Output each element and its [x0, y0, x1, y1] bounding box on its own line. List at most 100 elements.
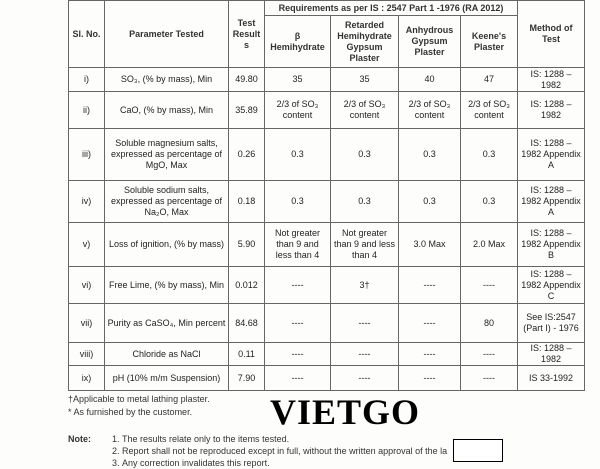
- cell-keenes: ----: [459, 365, 519, 391]
- notes: Note: The results relate only to the ite…: [68, 433, 600, 469]
- col-beta: β Hemihydrate: [264, 15, 331, 68]
- cell-anhydrous: ----: [398, 342, 461, 366]
- cell-method: IS: 1288 – 1982 Appendix C: [517, 266, 586, 304]
- cell-retarded: 0.3: [330, 128, 399, 181]
- cell-beta: ----: [264, 365, 331, 391]
- table-row: vi) Free Lime, (% by mass), Min 0.012 ---- 3…: [68, 266, 586, 304]
- cell-parameter: CaO, (% by mass), Min: [104, 91, 229, 129]
- cell-beta: ----: [264, 342, 331, 366]
- cell-anhydrous: 40: [398, 67, 461, 92]
- cell-result: 0.18: [228, 180, 265, 223]
- cell-result: 5.90: [228, 222, 265, 267]
- col-keenes: Keene's Plaster: [459, 15, 519, 68]
- cell-sl: v): [68, 222, 105, 267]
- cell-beta: Not greater than 9 and less than 4: [264, 222, 331, 267]
- cell-sl: ii): [68, 91, 105, 129]
- cell-parameter: Loss of ignition, (% by mass): [104, 222, 229, 267]
- cell-method: IS: 1288 – 1982 Appendix A: [517, 180, 586, 223]
- cell-keenes: ----: [459, 266, 519, 304]
- cell-anhydrous: 3.0 Max: [398, 222, 461, 267]
- cell-keenes: 2/3 of SO₃ content: [459, 91, 519, 129]
- cell-beta: ----: [264, 303, 331, 343]
- cell-keenes: ----: [459, 342, 519, 366]
- table-row: i) SO₃, (% by mass), Min 49.80 35 35 40 47 IS: …: [68, 67, 586, 92]
- cell-parameter: Soluble sodium salts, expressed as perce…: [104, 180, 229, 223]
- cell-anhydrous: 0.3: [398, 128, 461, 181]
- cell-parameter: Chloride as NaCl: [104, 342, 229, 366]
- table-row: v) Loss of ignition, (% by mass) 5.90 Not g…: [68, 222, 586, 267]
- col-retarded: Retarded Hemihydrate Gypsum Plaster: [330, 15, 399, 68]
- cell-sl: iv): [68, 180, 105, 223]
- cell-result: 49.80: [228, 67, 265, 92]
- cell-retarded: ----: [330, 303, 399, 343]
- cell-anhydrous: 0.3: [398, 180, 461, 223]
- cell-keenes: 2.0 Max: [459, 222, 519, 267]
- table-row: vii) Purity as CaSO₄, Min percent 84.68 ---…: [68, 303, 586, 343]
- cell-method: IS: 1288 – 1982: [517, 67, 586, 92]
- col-method: Method of Test: [517, 0, 586, 68]
- cell-parameter: pH (10% m/m Suspension): [104, 365, 229, 391]
- cell-keenes: 47: [459, 67, 519, 92]
- table-row: ii) CaO, (% by mass), Min 35.89 2/3 of SO₃ …: [68, 91, 586, 129]
- cell-method: IS: 1288 – 1982 Appendix B: [517, 222, 586, 267]
- cell-parameter: SO₃, (% by mass), Min: [104, 67, 229, 92]
- cell-beta: 0.3: [264, 128, 331, 181]
- cell-retarded: 2/3 of SO₃ content: [330, 91, 399, 129]
- cell-beta: 35: [264, 67, 331, 92]
- table-row: ix) pH (10% m/m Suspension) 7.90 ---- ---- --…: [68, 365, 586, 391]
- cell-sl: i): [68, 67, 105, 92]
- cell-parameter: Free Lime, (% by mass), Min: [104, 266, 229, 304]
- note-item: Report shall not be reproduced except in…: [122, 445, 447, 457]
- cell-result: 0.11: [228, 342, 265, 366]
- cell-method: IS 33-1992: [517, 365, 586, 391]
- cell-retarded: 0.3: [330, 180, 399, 223]
- cell-method: IS: 1288 – 1982: [517, 342, 586, 366]
- cell-method: See IS:2547 (Part I) - 1976: [517, 303, 586, 343]
- cell-keenes: 80: [459, 303, 519, 343]
- cell-retarded: Not greater than 9 and less than 4: [330, 222, 399, 267]
- footnote-area: †Applicable to metal lathing plaster. * …: [68, 393, 600, 431]
- cell-result: 7.90: [228, 365, 265, 391]
- note-label: Note:: [68, 434, 91, 444]
- watermark: VIETGO: [270, 392, 421, 432]
- cell-retarded: 3†: [330, 266, 399, 304]
- cell-sl: vi): [68, 266, 105, 304]
- cell-result: 0.26: [228, 128, 265, 181]
- cell-beta: ----: [264, 266, 331, 304]
- test-results-table: Sl. No. Parameter Tested Test Results Re…: [68, 0, 586, 391]
- cell-beta: 2/3 of SO₃ content: [264, 91, 331, 129]
- cell-result: 0.012: [228, 266, 265, 304]
- cell-parameter: Soluble magnesium salts, expressed as pe…: [104, 128, 229, 181]
- note-item: Any correction invalidates this report.: [122, 457, 447, 469]
- redaction-box: [453, 439, 504, 462]
- footnote: * As furnished by the customer.: [68, 407, 193, 417]
- cell-keenes: 0.3: [459, 128, 519, 181]
- col-parameter: Parameter Tested: [104, 0, 229, 68]
- table-row: iv) Soluble sodium salts, expressed as pe…: [68, 180, 586, 223]
- cell-sl: vii): [68, 303, 105, 343]
- cell-method: IS: 1288 – 1982 Appendix A: [517, 128, 586, 181]
- cell-anhydrous: ----: [398, 303, 461, 343]
- cell-retarded: 35: [330, 67, 399, 92]
- table-row: iii) Soluble magnesium salts, expressed a…: [68, 128, 586, 181]
- col-sl: Sl. No.: [68, 0, 105, 68]
- cell-sl: viii): [68, 342, 105, 366]
- cell-retarded: ----: [330, 342, 399, 366]
- cell-sl: ix): [68, 365, 105, 391]
- note-item: The results relate only to the items tes…: [122, 433, 447, 445]
- cell-keenes: 0.3: [459, 180, 519, 223]
- col-result: Test Results: [228, 0, 265, 68]
- cell-parameter: Purity as CaSO₄, Min percent: [104, 303, 229, 343]
- footnote: †Applicable to metal lathing plaster.: [68, 394, 210, 404]
- cell-anhydrous: ----: [398, 266, 461, 304]
- cell-anhydrous: ----: [398, 365, 461, 391]
- footnotes: †Applicable to metal lathing plaster. * …: [68, 393, 258, 419]
- cell-retarded: ----: [330, 365, 399, 391]
- cell-method: IS: 1288 – 1982: [517, 91, 586, 129]
- col-requirements: Requirements as per IS : 2547 Part 1 -19…: [263, 0, 519, 16]
- col-anhydrous: Anhydrous Gypsum Plaster: [398, 15, 461, 68]
- cell-result: 35.89: [228, 91, 265, 129]
- cell-result: 84.68: [228, 303, 265, 343]
- table-row: viii) Chloride as NaCl 0.11 ---- ---- ---- ---…: [68, 342, 586, 366]
- cell-sl: iii): [68, 128, 105, 181]
